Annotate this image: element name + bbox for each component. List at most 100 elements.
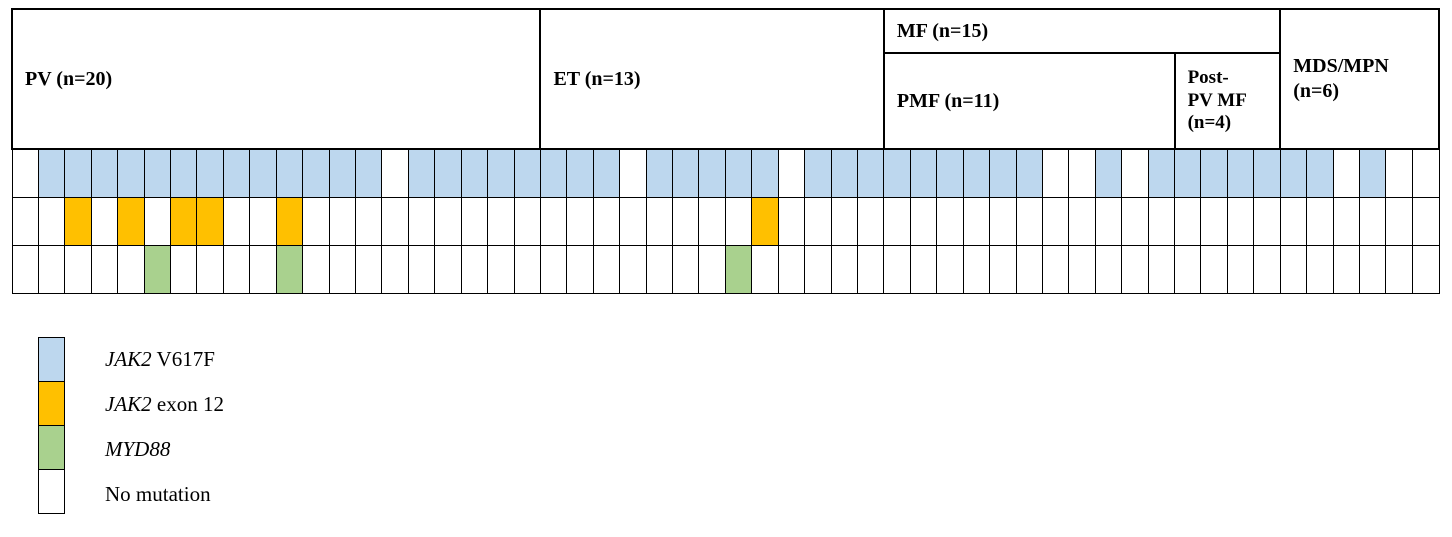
grid-cell bbox=[90, 244, 119, 294]
gene-name-italic: MYD88 bbox=[105, 437, 171, 461]
grid-cell bbox=[1306, 244, 1334, 294]
grid-cell bbox=[830, 148, 859, 198]
grid-cell bbox=[751, 196, 779, 246]
grid-cell bbox=[1279, 148, 1308, 198]
grid-cell bbox=[989, 196, 1017, 246]
grid-cell bbox=[1385, 196, 1413, 246]
grid-cell bbox=[777, 196, 806, 246]
gene-name-italic: JAK2 bbox=[105, 347, 152, 371]
grid-cell bbox=[1094, 196, 1123, 246]
grid-cell bbox=[1121, 196, 1149, 246]
header-row-top: PV (n=20) ET (n=13) MF (n=15) MDS/MPN (n… bbox=[10, 8, 1440, 150]
grid-cell bbox=[249, 196, 277, 246]
legend-swatch-no-mutation bbox=[38, 469, 65, 514]
mutation-row bbox=[11, 196, 1440, 246]
header-et: ET (n=13) bbox=[539, 8, 885, 150]
grid-cell bbox=[1015, 196, 1043, 246]
grid-cell bbox=[328, 196, 356, 246]
grid-cell bbox=[354, 148, 383, 198]
grid-cell bbox=[487, 148, 515, 198]
grid-cell bbox=[1306, 196, 1334, 246]
legend-swatch-jak2-v617f bbox=[38, 337, 65, 382]
grid-cell bbox=[222, 244, 251, 294]
grid-cell bbox=[592, 244, 621, 294]
grid-cell bbox=[724, 196, 753, 246]
grid-cell bbox=[1015, 244, 1043, 294]
grid-cell bbox=[64, 196, 92, 246]
grid-cell bbox=[672, 196, 700, 246]
grid-cell bbox=[1359, 196, 1387, 246]
grid-cell bbox=[856, 148, 885, 198]
grid-cell bbox=[1094, 244, 1123, 294]
grid-cell bbox=[804, 196, 832, 246]
grid-cell bbox=[962, 148, 991, 198]
grid-cell bbox=[487, 244, 515, 294]
grid-cell bbox=[751, 148, 779, 198]
grid-cell bbox=[883, 148, 911, 198]
grid-cell bbox=[698, 244, 726, 294]
mutation-row bbox=[11, 244, 1440, 294]
header-mf: MF (n=15) bbox=[882, 8, 1282, 54]
header-row-sub: PMF (n=11) Post-PV MF (n=4) bbox=[12, 52, 1439, 150]
grid-cell bbox=[777, 244, 806, 294]
grid-cell bbox=[275, 148, 304, 198]
grid-cell bbox=[645, 148, 674, 198]
grid-cell bbox=[1147, 196, 1176, 246]
grid-cell bbox=[1121, 148, 1149, 198]
grid-cell bbox=[143, 244, 172, 294]
grid-cell bbox=[539, 244, 568, 294]
grid-cell bbox=[143, 196, 172, 246]
grid-cell bbox=[117, 244, 145, 294]
grid-cell bbox=[354, 244, 383, 294]
grid-cell bbox=[302, 196, 330, 246]
grid-cell bbox=[592, 196, 621, 246]
grid-cell bbox=[407, 196, 436, 246]
grid-cell bbox=[1068, 196, 1096, 246]
grid-cell bbox=[249, 148, 277, 198]
grid-cell bbox=[328, 244, 356, 294]
grid-cell bbox=[381, 244, 409, 294]
grid-cell bbox=[1306, 148, 1334, 198]
legend-swatch-jak2-exon12 bbox=[38, 381, 65, 426]
grid-cell bbox=[1385, 244, 1413, 294]
grid-cell bbox=[196, 244, 224, 294]
grid-cell bbox=[328, 148, 356, 198]
mutation-table: PV (n=20) ET (n=13) MF (n=15) MDS/MPN (n… bbox=[10, 8, 1440, 294]
grid-cell bbox=[830, 244, 859, 294]
legend bbox=[38, 337, 65, 514]
grid-cell bbox=[1411, 148, 1440, 198]
grid-cell bbox=[460, 196, 489, 246]
grid-cell bbox=[11, 148, 39, 198]
grid-cell bbox=[619, 196, 647, 246]
grid-cell bbox=[64, 244, 92, 294]
grid-cell bbox=[566, 196, 594, 246]
grid-cell bbox=[1359, 244, 1387, 294]
grid-cell bbox=[856, 196, 885, 246]
grid-cell bbox=[883, 196, 911, 246]
legend-label-jak2-v617f: JAK2 V617F bbox=[105, 347, 215, 371]
grid-cell bbox=[381, 148, 409, 198]
grid-cell bbox=[1174, 244, 1202, 294]
grid-cell bbox=[513, 196, 541, 246]
grid-cell bbox=[1226, 148, 1255, 198]
grid-cell bbox=[170, 196, 198, 246]
grid-cell bbox=[1332, 244, 1361, 294]
grid-cell bbox=[1332, 148, 1361, 198]
grid-cell bbox=[460, 148, 489, 198]
grid-cell bbox=[275, 196, 304, 246]
grid-cell bbox=[909, 244, 938, 294]
grid-cell bbox=[1411, 244, 1440, 294]
grid-cell bbox=[354, 196, 383, 246]
grid-cell bbox=[1147, 148, 1176, 198]
grid-cell bbox=[1200, 148, 1228, 198]
grid-cell bbox=[592, 148, 621, 198]
grid-cell bbox=[856, 244, 885, 294]
grid-cell bbox=[434, 244, 462, 294]
grid-cell bbox=[407, 244, 436, 294]
grid-cell bbox=[434, 196, 462, 246]
mutation-row bbox=[11, 148, 1440, 198]
grid-cell bbox=[1041, 148, 1070, 198]
grid-cell bbox=[64, 148, 92, 198]
grid-cell bbox=[566, 244, 594, 294]
grid-cell bbox=[487, 196, 515, 246]
